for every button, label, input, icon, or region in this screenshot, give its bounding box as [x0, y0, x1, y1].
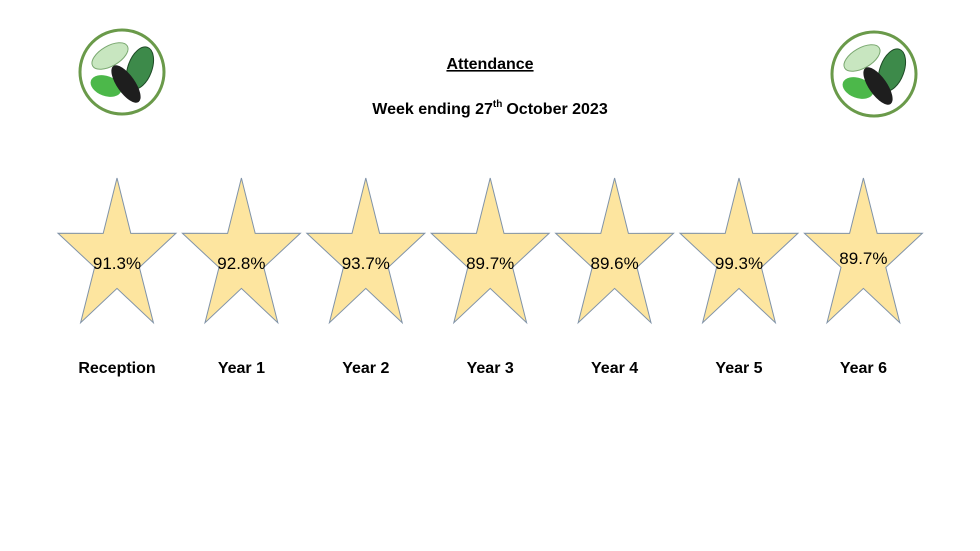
- star: [181, 177, 302, 325]
- class-name: Year 3: [467, 360, 514, 377]
- class-name: Reception: [78, 360, 155, 377]
- title: Attendance: [446, 56, 533, 73]
- attendance-value: 92.8%: [217, 254, 265, 273]
- attendance-value: 99.3%: [715, 254, 763, 273]
- class-name: Year 1: [218, 360, 265, 377]
- class-name: Year 6: [840, 360, 887, 377]
- star: [803, 177, 924, 325]
- star: [678, 177, 800, 325]
- attendance-value: 91.3%: [93, 254, 141, 273]
- attendance-value: 89.6%: [590, 254, 638, 273]
- logo: [78, 28, 166, 116]
- attendance-value: 93.7%: [342, 254, 390, 273]
- subtitle-prefix: Week ending 27: [372, 101, 493, 118]
- star: [554, 177, 675, 325]
- class-name: Year 5: [715, 360, 762, 377]
- subtitle-superscript: th: [493, 99, 502, 110]
- attendance-value: 89.7%: [466, 254, 514, 273]
- star: [429, 177, 551, 325]
- attendance-value: 89.7%: [839, 249, 887, 268]
- subtitle: Week ending 27th October 2023: [372, 99, 608, 118]
- star: [56, 177, 178, 325]
- class-name: Year 2: [342, 360, 389, 377]
- logo: [830, 30, 918, 118]
- stars: 91.3% Reception 92.8% Year 1 93.7% Year 2 89.7…: [56, 177, 924, 377]
- class-name: Year 4: [591, 360, 638, 377]
- star: [305, 177, 427, 325]
- subtitle-suffix: October 2023: [506, 101, 607, 118]
